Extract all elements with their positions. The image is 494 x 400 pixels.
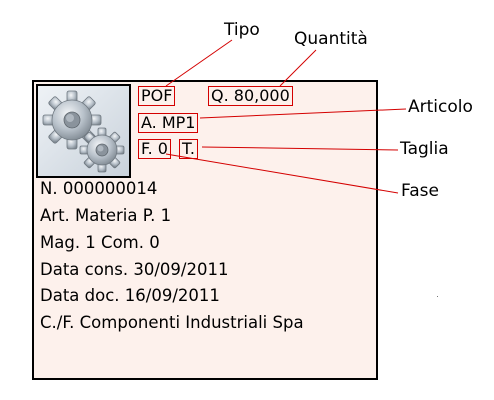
gears-icon	[36, 84, 131, 178]
label-taglia: Taglia	[400, 139, 449, 159]
info-data-consegna: Data cons. 30/09/2011	[40, 260, 229, 279]
document-card[interactable]: POF Q. 80,000 A. MP1 F. 0 T. N. 00000001…	[32, 80, 378, 380]
info-cliente-fornitore: C./F. Componenti Industriali Spa	[40, 313, 304, 332]
field-fase: F. 0	[138, 139, 171, 159]
field-articolo: A. MP1	[138, 113, 199, 133]
label-articolo: Articolo	[408, 97, 473, 117]
field-quantita: Q. 80,000	[208, 86, 293, 106]
stray-dot	[437, 296, 438, 297]
field-taglia: T.	[179, 139, 198, 159]
info-data-documento: Data doc. 16/09/2011	[40, 286, 220, 305]
label-fase: Fase	[401, 181, 439, 201]
label-quantita: Quantità	[294, 29, 368, 49]
field-tipo: POF	[138, 86, 176, 106]
info-magazzino: Mag. 1 Com. 0	[40, 233, 160, 252]
info-articolo: Art. Materia P. 1	[40, 206, 172, 225]
label-tipo: Tipo	[224, 20, 260, 40]
info-numero: N. 000000014	[40, 179, 158, 198]
